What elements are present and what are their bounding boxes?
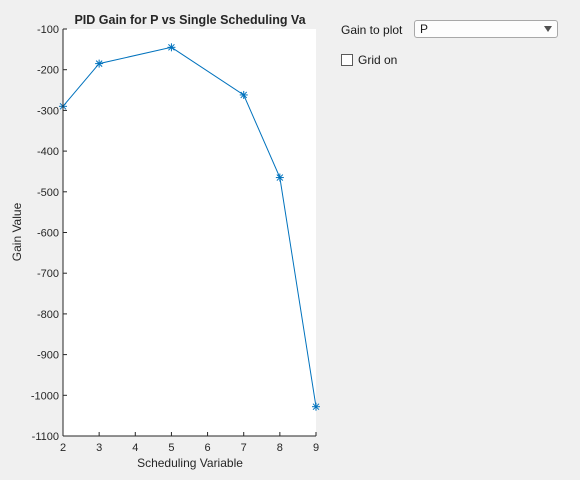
x-tick-label: 5: [168, 442, 174, 454]
y-tick-label: -500: [37, 187, 59, 199]
x-tick-label: 7: [241, 442, 247, 454]
chart-title: PID Gain for P vs Single Scheduling Va: [74, 13, 306, 27]
y-tick-label: -600: [37, 228, 59, 240]
x-axis-label: Scheduling Variable: [137, 456, 243, 470]
x-tick-label: 3: [96, 442, 102, 454]
x-tick-label: 6: [205, 442, 211, 454]
data-point-marker: [312, 402, 320, 411]
series-line: [62, 46, 317, 407]
dropdown-arrow-icon: [544, 26, 552, 32]
gain-select-dropdown[interactable]: P: [414, 20, 558, 38]
data-point-marker: [95, 59, 104, 68]
y-tick-label: -1100: [32, 431, 59, 443]
y-tick-label: -100: [37, 24, 59, 36]
x-tick-label: 4: [132, 442, 138, 454]
y-tick-label: -700: [37, 268, 59, 280]
grid-on-checkbox[interactable]: Grid on: [341, 52, 397, 68]
checkbox-icon[interactable]: [341, 54, 353, 66]
data-point-marker: [167, 43, 176, 52]
y-tick-label: -400: [37, 146, 59, 158]
grid-on-label: Grid on: [358, 53, 398, 67]
data-point-marker: [239, 90, 248, 99]
y-tick-label: -900: [37, 350, 59, 362]
y-tick-label: -800: [37, 309, 59, 321]
y-axis-label: Gain Value: [10, 202, 24, 261]
gain-to-plot-label: Gain to plot: [341, 23, 403, 37]
x-tick-label: 9: [313, 442, 319, 454]
gain-select-value: P: [420, 22, 429, 36]
y-tick-label: -300: [37, 105, 59, 117]
x-tick-label: 2: [60, 442, 66, 454]
y-tick-label: -1000: [31, 390, 59, 402]
plot-area: [63, 29, 316, 436]
x-tick-label: 8: [277, 442, 283, 454]
data-point-marker: [275, 173, 284, 182]
y-tick-label: -200: [37, 65, 59, 77]
